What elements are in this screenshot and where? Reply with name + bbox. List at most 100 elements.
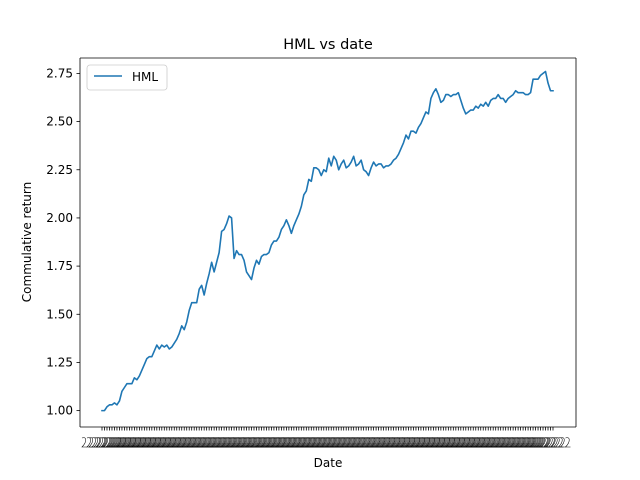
y-tick-label: 1.50 xyxy=(46,307,73,321)
x-tick-label xyxy=(101,437,142,448)
x-tick-label xyxy=(499,437,541,448)
x-tick-label xyxy=(270,437,312,448)
x-tick-label xyxy=(151,437,192,448)
x-tick-label xyxy=(405,437,446,448)
x-tick-label xyxy=(519,437,561,448)
legend-box xyxy=(86,64,168,91)
x-tick-label xyxy=(126,437,167,448)
x-tick-label xyxy=(210,437,252,448)
y-tick-label: 1.00 xyxy=(46,404,73,418)
x-tick-label xyxy=(116,437,157,448)
x-tick-label xyxy=(195,437,237,448)
x-tick-label xyxy=(325,437,367,448)
x-tick-label xyxy=(440,437,481,448)
y-tick-label: 1.25 xyxy=(46,355,73,369)
y-axis-label: Commulative return xyxy=(20,182,34,302)
y-tick-label: 2.50 xyxy=(46,115,73,129)
x-tick-label xyxy=(435,437,476,448)
legend: HML xyxy=(86,64,168,91)
x-tick-label xyxy=(524,437,566,448)
x-tick-label xyxy=(250,437,292,448)
x-tick-label xyxy=(475,437,516,448)
plot-area xyxy=(80,58,576,427)
x-tick-label xyxy=(460,437,501,448)
x-tick-label xyxy=(205,437,247,448)
x-tick-label xyxy=(235,437,277,448)
x-tick-label xyxy=(131,437,172,448)
y-tick-label: 2.00 xyxy=(46,211,73,225)
x-tick-label xyxy=(190,437,232,448)
x-tick-label xyxy=(200,437,242,448)
x-tick-label xyxy=(156,437,197,448)
x-tick-label xyxy=(465,437,506,448)
x-tick-label xyxy=(275,437,317,448)
x-tick-label xyxy=(390,437,431,448)
chart-title: HML vs date xyxy=(283,37,373,53)
x-tick-label xyxy=(494,437,536,448)
x-tick-label xyxy=(96,437,137,448)
x-tick-label xyxy=(480,437,521,448)
x-axis-ticks xyxy=(101,427,554,431)
x-tick-label xyxy=(420,437,461,448)
x-tick-label xyxy=(141,437,182,448)
x-tick-label xyxy=(185,437,227,448)
x-tick-label xyxy=(106,437,147,448)
x-tick-label xyxy=(375,437,417,448)
x-tick-label xyxy=(340,437,382,448)
x-tick-label xyxy=(240,437,282,448)
x-tick-label xyxy=(86,437,127,448)
x-tick-label xyxy=(415,437,456,448)
x-tick-label xyxy=(310,437,352,448)
x-tick-label xyxy=(365,437,407,448)
x-tick-label xyxy=(395,437,436,448)
x-tick-label xyxy=(445,437,486,448)
x-tick-label xyxy=(489,437,531,448)
x-tick-label xyxy=(176,437,217,448)
x-axis-tick-labels xyxy=(81,437,571,448)
x-tick-label xyxy=(470,437,511,448)
x-tick-label xyxy=(136,437,177,448)
x-tick-label xyxy=(280,437,322,448)
y-tick-label: 2.75 xyxy=(46,66,73,80)
x-tick-label xyxy=(295,437,337,448)
x-tick-label xyxy=(484,437,526,448)
x-tick-label xyxy=(305,437,347,448)
x-tick-label xyxy=(370,437,412,448)
x-tick-label xyxy=(121,437,162,448)
x-tick-label xyxy=(265,437,307,448)
x-tick-label xyxy=(81,437,122,448)
x-tick-label xyxy=(514,437,556,448)
x-tick-label xyxy=(245,437,287,448)
y-tick-label: 1.75 xyxy=(46,259,73,273)
series-line-hml xyxy=(101,70,554,412)
x-tick-label xyxy=(410,437,451,448)
x-tick-label xyxy=(166,437,207,448)
x-tick-label xyxy=(290,437,332,448)
x-tick-label xyxy=(220,437,262,448)
x-tick-label xyxy=(360,437,402,448)
x-tick-label xyxy=(320,437,362,448)
x-tick-label xyxy=(255,437,297,448)
x-tick-label xyxy=(215,437,257,448)
x-tick-label xyxy=(330,437,372,448)
x-tick-label xyxy=(335,437,377,448)
axes-frame xyxy=(79,57,577,428)
x-tick-label xyxy=(225,437,267,448)
x-tick-label xyxy=(345,437,387,448)
x-tick-label xyxy=(285,437,327,448)
y-axis-ticks: 1.00 1.25 1.50 1.75 2.00 2.25 2.50 2.75 xyxy=(46,66,80,418)
x-tick-label xyxy=(315,437,357,448)
x-tick-label xyxy=(355,437,397,448)
x-tick-label xyxy=(425,437,466,448)
legend-label-hml: HML xyxy=(132,70,158,84)
x-tick-label xyxy=(300,437,342,448)
x-tick-label xyxy=(455,437,496,448)
x-tick-label xyxy=(529,437,571,448)
x-tick-label xyxy=(230,437,272,448)
x-tick-label xyxy=(504,437,546,448)
x-tick-label xyxy=(509,437,551,448)
x-tick-label xyxy=(400,437,441,448)
x-tick-label xyxy=(181,437,222,448)
x-tick-label xyxy=(171,437,212,448)
